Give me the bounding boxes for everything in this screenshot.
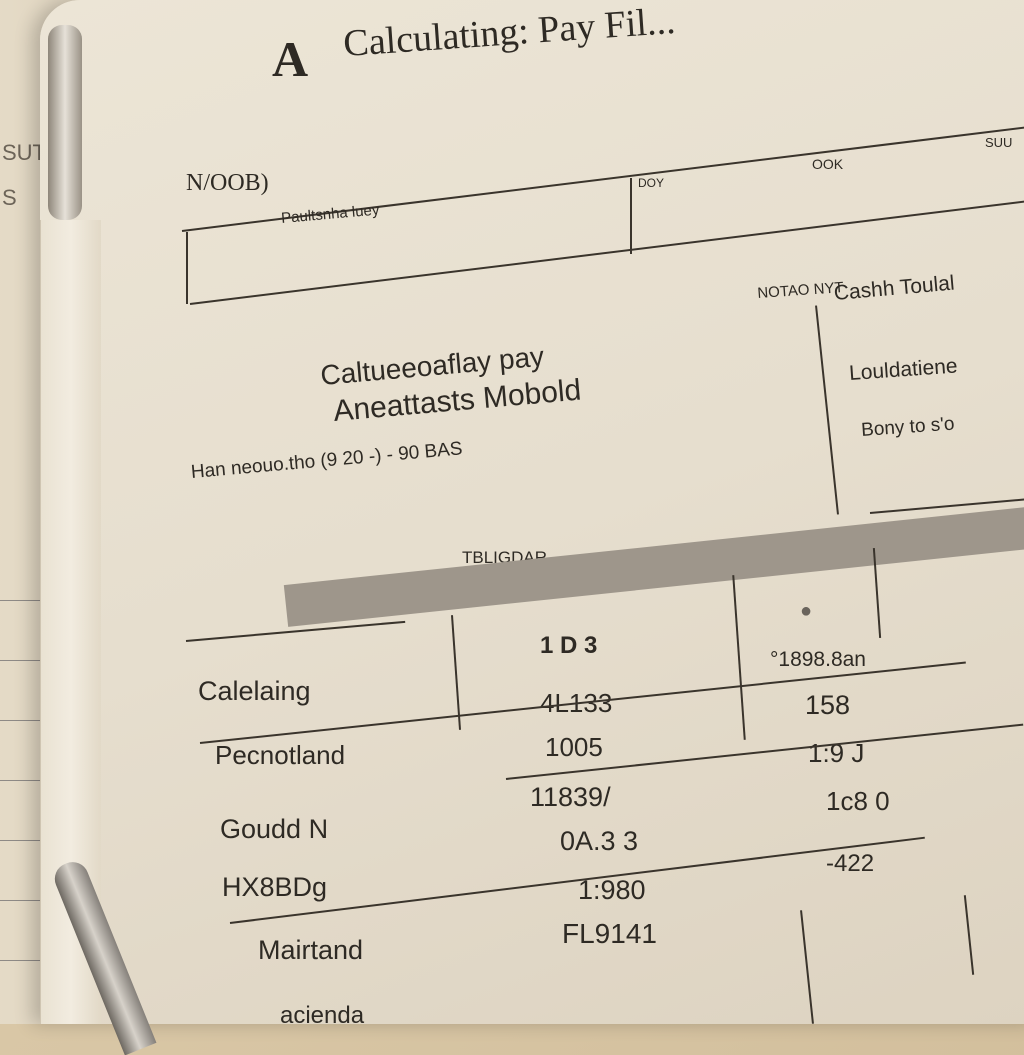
row-label: Mairtand — [258, 935, 364, 965]
row-value: -422 — [826, 850, 875, 877]
form-left-border — [186, 232, 188, 304]
column-label: DOY — [638, 176, 665, 190]
row-label: acienda — [280, 1002, 365, 1029]
ruled-line — [0, 960, 60, 961]
column-label: SUU — [985, 135, 1013, 150]
row-label: Goudd N — [220, 814, 329, 844]
row-value: 11839/ — [530, 782, 611, 812]
margin-text: S — [2, 185, 17, 210]
row-value: 1:980 — [578, 875, 646, 905]
form-divider — [630, 178, 632, 254]
column-label: OOK — [812, 156, 844, 172]
margin-text: SUT — [2, 140, 46, 165]
ruled-line — [0, 780, 60, 781]
row-value: °1898.8an — [770, 648, 866, 671]
ruled-line — [0, 600, 60, 601]
paper-page — [40, 0, 1024, 1024]
ruled-line — [0, 720, 60, 721]
ruled-line — [0, 840, 60, 841]
row-value: 0A.3 3 — [560, 826, 639, 856]
row-label: Calelaing — [198, 676, 311, 706]
row-value: 158 — [805, 690, 851, 720]
smudge-mark: ● — [800, 600, 813, 622]
row-value: 1005 — [545, 732, 603, 762]
row-value: FL9141 — [562, 918, 657, 949]
binder-clip — [48, 25, 82, 220]
row-label: HX8BDg — [222, 872, 328, 902]
row-value: 1c8 0 — [826, 786, 890, 816]
logo: A — [272, 31, 309, 87]
name-label: N/OOB) — [186, 170, 269, 196]
ruled-line — [0, 660, 60, 661]
table-header-cell: 1 D 3 — [540, 632, 598, 659]
ruled-line — [0, 900, 60, 901]
row-label: Pecnotland — [215, 740, 346, 770]
